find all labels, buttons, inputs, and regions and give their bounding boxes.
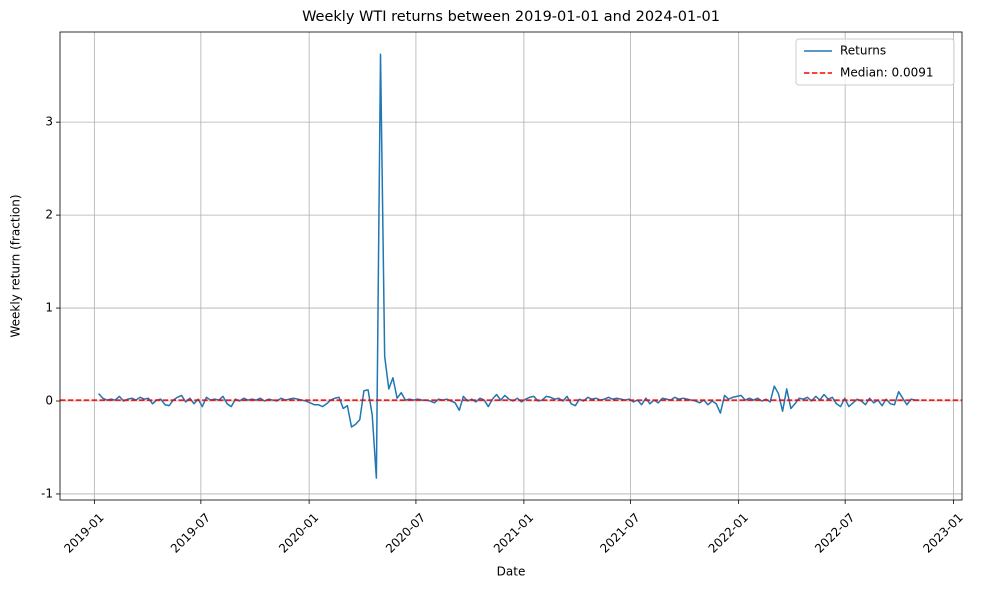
plot-frame: [59, 31, 963, 501]
chart-title: Weekly WTI returns between 2019-01-01 an…: [302, 9, 720, 25]
y-axis-label: Weekly return (fraction): [9, 194, 23, 337]
x-tick-label: 2023-01: [920, 510, 965, 555]
x-tick-label: 2022-07: [812, 510, 857, 555]
x-tick-label: 2021-01: [491, 510, 536, 555]
series-line: [98, 53, 920, 479]
y-tick-label: 3: [45, 115, 53, 129]
legend-box: [795, 38, 955, 86]
x-tick-label: 2019-07: [168, 510, 213, 555]
legend-label: Returns: [840, 44, 886, 58]
x-tick-label: 2019-01: [61, 510, 106, 555]
x-tick-label: 2021-07: [597, 510, 642, 555]
x-tick-label: 2020-07: [383, 510, 428, 555]
y-tick-label: 2: [45, 208, 53, 222]
y-tick-label: 0: [45, 394, 53, 408]
legend-label: Median: 0.0091: [840, 66, 934, 80]
x-axis-label: Date: [497, 565, 526, 579]
y-tick-label: -1: [41, 486, 53, 500]
x-tick-label: 2022-01: [706, 510, 751, 555]
y-tick-label: 1: [45, 301, 53, 315]
x-tick-label: 2020-01: [276, 510, 321, 555]
